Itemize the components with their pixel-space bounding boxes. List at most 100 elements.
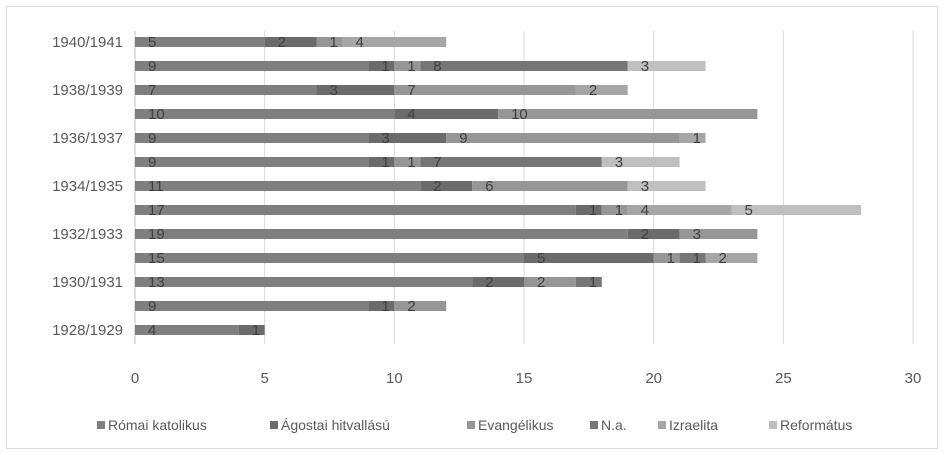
bar-segment [135,301,369,311]
bar-segment [498,109,758,119]
data-label: 13 [148,274,165,291]
data-label: 1 [407,58,415,75]
bar-segment [135,133,369,143]
data-label: 3 [381,130,389,147]
x-tick-label: 5 [260,370,268,387]
data-label: 15 [148,250,165,267]
bar-segment [627,61,706,71]
data-label: 4 [148,322,156,339]
data-label: 1 [589,202,597,219]
bar-segment [524,253,654,263]
data-label: 1 [330,34,338,51]
x-tick-label: 20 [645,370,662,387]
bar-segment [342,37,447,47]
y-tick-label: 1928/1929 [52,322,123,339]
bar-segment [368,301,395,311]
data-label: 1 [407,154,415,171]
legend-label: Evangélikus [478,417,554,433]
data-label: 3 [641,178,649,195]
legend-swatch [467,421,475,429]
legend-label: Református [780,417,852,433]
data-label: 2 [589,82,597,99]
data-label: 5 [537,250,545,267]
chart-frame: 0 5 10 15 20 25 30 1928/1929 4 1 9 1 2 1930/1931 13 2 2 1… [6,6,938,449]
bar-segment [135,205,576,215]
bar-segment [316,85,395,95]
data-label: 8 [433,58,441,75]
bar-segment [575,277,602,287]
data-label: 7 [433,154,441,171]
legend-swatch [658,421,666,429]
bar-segment [575,85,628,95]
bar-segment [731,205,862,215]
data-label: 1 [667,250,675,267]
bar-segment [135,325,239,335]
bar-segment [368,157,395,167]
data-label: 2 [719,250,727,267]
legend-label: Izraelita [669,417,718,433]
bar-segment [446,133,680,143]
legend-label: N.a. [601,417,627,433]
legend-label: Római katolikus [108,417,207,433]
bar-segment [394,301,447,311]
bar-segment [653,253,680,263]
data-label: 1 [381,298,389,315]
data-label: 3 [693,226,701,243]
data-label: 1 [693,130,701,147]
bar-segment [238,325,265,335]
data-label: 5 [148,34,156,51]
data-label: 1 [589,274,597,291]
legend-swatch [270,421,278,429]
bar-segment [394,109,499,119]
data-label: 7 [148,82,156,99]
y-tick-label: 1940/1941 [52,34,123,51]
bar-segment [420,61,628,71]
legend-swatch [590,421,598,429]
data-label: 3 [641,58,649,75]
data-label: 1 [252,322,260,339]
data-label: 2 [537,274,545,291]
x-tick-label: 10 [386,370,403,387]
data-label: 10 [148,106,165,123]
bar-segment [135,253,524,263]
data-label: 11 [148,178,164,195]
bar-segment [705,253,758,263]
data-label: 4 [355,34,363,51]
data-label: 1 [381,154,389,171]
bar-segment [316,37,343,47]
y-tick-label: 1934/1935 [52,178,123,195]
legend-swatch [97,421,105,429]
y-tick-label: 1932/1933 [52,226,123,243]
x-tick-label: 15 [516,370,533,387]
bar-segment [135,157,369,167]
legend-swatch [769,421,777,429]
bar-segment [472,277,524,287]
bar-segment [264,37,317,47]
bar-segment [472,181,628,191]
x-tick-label: 0 [131,370,139,387]
bar-segment [524,277,576,287]
bar-segment [601,205,628,215]
data-label: 7 [407,82,415,99]
data-label: 1 [615,202,623,219]
data-label: 1 [693,250,701,267]
bar-segment [601,157,680,167]
x-tick-label: 30 [905,370,922,387]
bar-segment [679,229,758,239]
bar-segment [627,229,680,239]
y-tick-label: 1936/1937 [52,130,123,147]
bar-segment [420,181,473,191]
bar-segment [627,205,732,215]
data-label: 9 [148,298,156,315]
bar-segment [679,253,706,263]
data-label: 9 [459,130,467,147]
data-label: 2 [485,274,493,291]
data-label: 3 [615,154,623,171]
data-label: 17 [148,202,165,219]
bar-segment [627,181,706,191]
bar-segment [135,181,421,191]
bar-segment [135,277,473,287]
data-label: 9 [148,154,156,171]
data-label: 9 [148,58,156,75]
